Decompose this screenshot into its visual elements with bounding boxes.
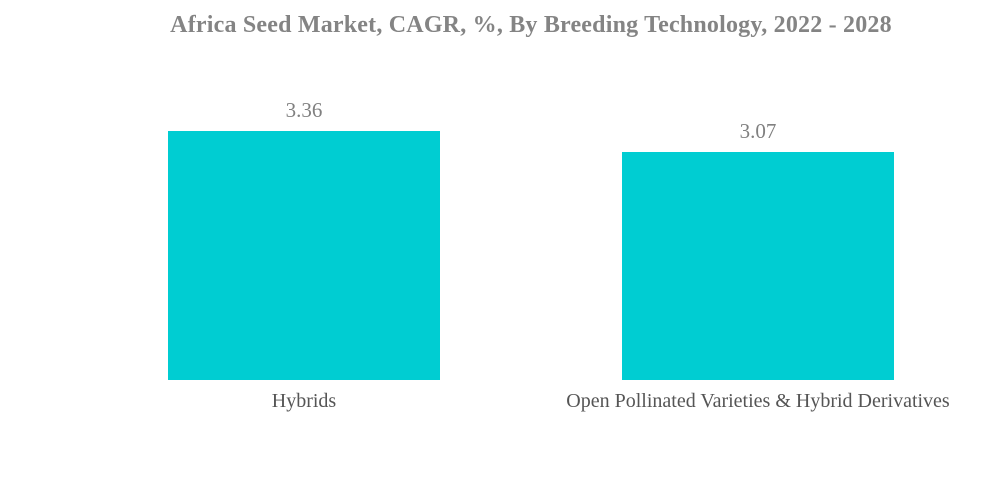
category-label: Hybrids (271, 390, 337, 412)
bar (168, 131, 440, 380)
bar (622, 152, 894, 380)
bar-value-label: 3.36 (285, 98, 323, 122)
bar-value-label: 3.07 (739, 119, 777, 143)
chart-title: Africa Seed Market, CAGR, %, By Breeding… (170, 12, 892, 38)
category-label: Open Pollinated Varieties & Hybrid Deriv… (566, 390, 950, 412)
